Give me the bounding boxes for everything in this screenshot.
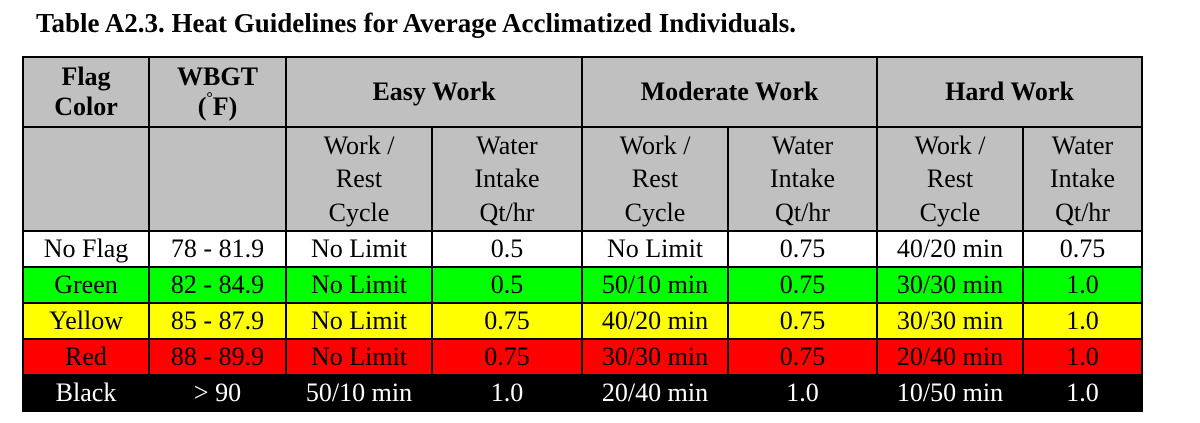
cell-hard-cycle: 40/20 min: [876, 230, 1024, 268]
header-flag-color-line2: Color: [54, 92, 118, 121]
work-rest-line2: Rest: [335, 164, 383, 194]
header-wbgt-label: WBGT: [177, 62, 258, 92]
cell-moderate-cycle: 30/30 min: [581, 338, 729, 376]
work-rest-line2: Rest: [631, 164, 679, 194]
cell-easy-cycle: No Limit: [285, 266, 433, 304]
cell-moderate-cycle: 20/40 min: [581, 374, 729, 412]
water-line3: Qt/hr: [775, 197, 830, 227]
table-row: No Flag 78 - 81.9 No Limit 0.5 No Limit …: [22, 230, 1144, 268]
table-row: Green 82 - 84.9 No Limit 0.5 50/10 min 0…: [22, 266, 1144, 304]
work-rest-line1: Work /: [914, 131, 986, 161]
water-line1: Water: [476, 131, 538, 161]
cell-flag: Green: [22, 266, 150, 304]
cell-wbgt: 85 - 87.9: [148, 302, 287, 340]
cell-hard-water: 1.0: [1021, 338, 1144, 376]
header-easy-water: Water Intake Qt/hr: [431, 126, 583, 232]
cell-moderate-cycle: No Limit: [581, 230, 729, 268]
header-wbgt: WBGT (°F): [148, 56, 287, 128]
cell-easy-cycle: No Limit: [285, 302, 433, 340]
heat-guidelines-table: Flag Color WBGT (°F) Easy Work Moderate …: [22, 56, 1144, 412]
cell-hard-water: 0.75: [1021, 230, 1144, 268]
cell-flag: Red: [22, 338, 150, 376]
water-line2: Intake: [474, 164, 540, 194]
header-moderate-work: Moderate Work: [581, 56, 878, 128]
header-empty-flag: [22, 126, 150, 232]
cell-wbgt: > 90: [148, 374, 287, 412]
cell-easy-cycle: 50/10 min: [285, 374, 433, 412]
cell-easy-water: 0.5: [431, 266, 583, 304]
work-rest-line1: Work /: [323, 131, 395, 161]
cell-hard-cycle: 20/40 min: [876, 338, 1024, 376]
water-line2: Intake: [770, 164, 835, 194]
cell-flag: No Flag: [22, 230, 150, 268]
cell-moderate-water: 1.0: [727, 374, 878, 412]
cell-moderate-water: 0.75: [727, 338, 878, 376]
cell-wbgt: 82 - 84.9: [148, 266, 287, 304]
degree-symbol: °: [206, 90, 213, 107]
header-moderate-water: Water Intake Qt/hr: [727, 126, 878, 232]
header-easy-work: Easy Work: [285, 56, 583, 128]
header-hard-work: Hard Work: [875, 56, 1144, 128]
header-hard-work-rest: Work / Rest Cycle: [876, 126, 1024, 232]
cell-hard-water: 1.0: [1021, 374, 1144, 412]
cell-easy-water: 0.5: [431, 230, 583, 268]
work-rest-line3: Cycle: [624, 197, 686, 227]
cell-moderate-cycle: 40/20 min: [581, 302, 729, 340]
header-row-subcolumns: Work / Rest Cycle Water Intake Qt/hr Wor…: [22, 126, 1144, 232]
header-empty-wbgt: [148, 126, 287, 232]
header-row-groups: Flag Color WBGT (°F) Easy Work Moderate …: [22, 56, 1144, 128]
table-row: Yellow 85 - 87.9 No Limit 0.75 40/20 min…: [22, 302, 1144, 340]
header-easy-work-rest: Work / Rest Cycle: [285, 126, 433, 232]
water-line1: Water: [1051, 131, 1114, 161]
header-wbgt-unit-suffix: F): [212, 92, 238, 121]
cell-flag: Black: [22, 374, 150, 412]
work-rest-line2: Rest: [926, 164, 974, 194]
header-wbgt-unit-prefix: (: [197, 92, 207, 121]
cell-easy-cycle: No Limit: [285, 338, 433, 376]
cell-hard-cycle: 10/50 min: [876, 374, 1024, 412]
water-line2: Intake: [1050, 164, 1115, 194]
cell-moderate-water: 0.75: [727, 230, 878, 268]
water-line1: Water: [771, 131, 834, 161]
work-rest-line1: Work /: [619, 131, 691, 161]
header-moderate-work-rest: Work / Rest Cycle: [581, 126, 729, 232]
cell-moderate-water: 0.75: [727, 302, 878, 340]
header-flag-color: Flag Color: [22, 56, 150, 128]
water-line3: Qt/hr: [479, 197, 535, 227]
cell-hard-water: 1.0: [1021, 302, 1144, 340]
cell-hard-water: 1.0: [1021, 266, 1144, 304]
cell-easy-cycle: No Limit: [285, 230, 433, 268]
table-row: Black > 90 50/10 min 1.0 20/40 min 1.0 1…: [22, 374, 1144, 412]
cell-moderate-cycle: 50/10 min: [581, 266, 729, 304]
work-rest-line3: Cycle: [919, 197, 981, 227]
table-row: Red 88 - 89.9 No Limit 0.75 30/30 min 0.…: [22, 338, 1144, 376]
cell-moderate-water: 0.75: [727, 266, 878, 304]
cell-easy-water: 0.75: [431, 338, 583, 376]
cell-easy-water: 0.75: [431, 302, 583, 340]
cell-hard-cycle: 30/30 min: [876, 266, 1024, 304]
table-caption: Table A2.3. Heat Guidelines for Average …: [36, 8, 797, 38]
water-line3: Qt/hr: [1055, 197, 1110, 227]
cell-flag: Yellow: [22, 302, 150, 340]
cell-wbgt: 78 - 81.9: [148, 230, 287, 268]
header-flag-color-line1: Flag: [61, 62, 111, 92]
work-rest-line3: Cycle: [328, 197, 390, 227]
cell-wbgt: 88 - 89.9: [148, 338, 287, 376]
header-hard-water: Water Intake Qt/hr: [1021, 126, 1144, 232]
cell-hard-cycle: 30/30 min: [876, 302, 1024, 340]
cell-easy-water: 1.0: [431, 374, 583, 412]
